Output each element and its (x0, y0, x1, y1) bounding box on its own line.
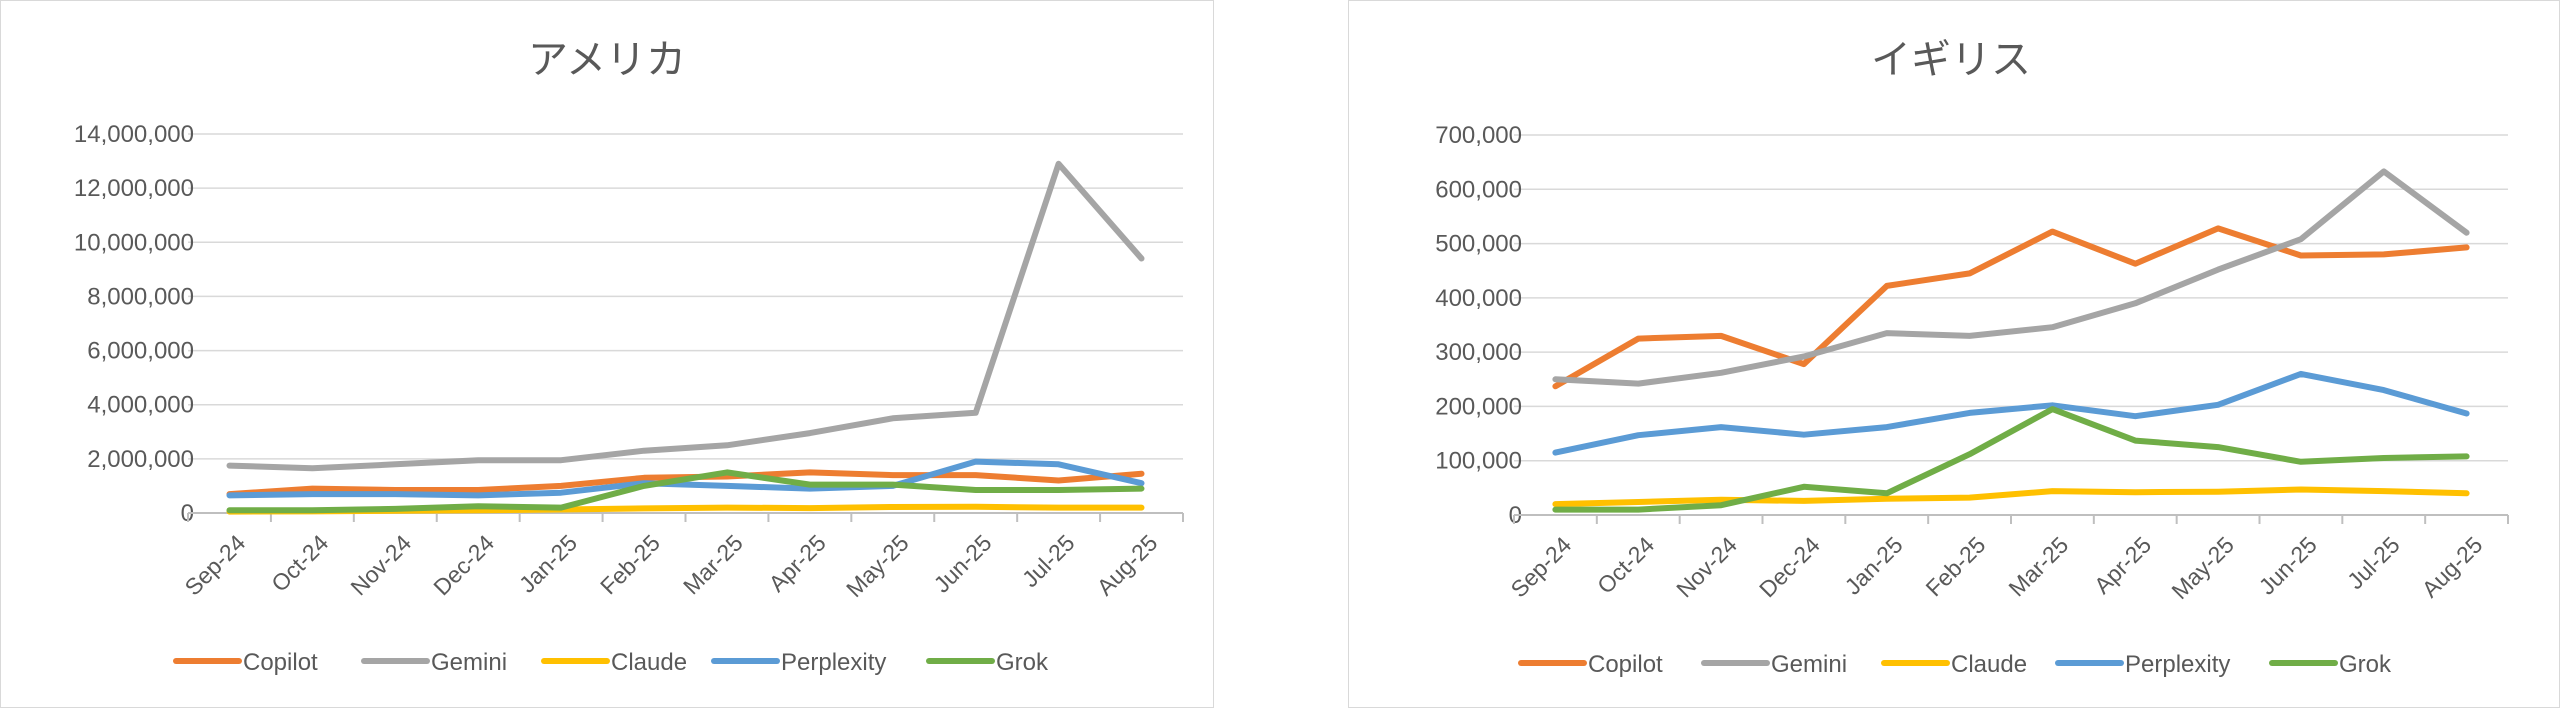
y-tick-label: 600,000 (1435, 176, 1522, 203)
x-tick-label: Dec-24 (428, 529, 499, 600)
y-tick-label: 4,000,000 (87, 392, 194, 419)
x-tick-label: Nov-24 (1671, 531, 1742, 602)
x-tick-label: Jul-25 (2342, 532, 2405, 595)
y-tick-label: 500,000 (1435, 231, 1522, 258)
chart-us: アメリカ02,000,0004,000,0006,000,0008,000,00… (74, 37, 1184, 676)
x-tick-label: Apr-25 (764, 530, 831, 597)
x-tick-label: Aug-25 (2417, 532, 2488, 603)
x-tick-label: Aug-25 (1092, 530, 1163, 601)
y-tick-label: 10,000,000 (74, 229, 194, 256)
x-tick-label: Feb-25 (595, 530, 665, 600)
y-tick-label: 100,000 (1435, 448, 1522, 475)
y-tick-label: 12,000,000 (74, 175, 194, 202)
x-tick-label: Jan-25 (1840, 532, 1908, 600)
series-line-grok (1552, 406, 2470, 513)
y-tick-label: 14,000,000 (74, 121, 194, 148)
series-line-perplexity (226, 458, 1145, 499)
series-line-gemini (226, 160, 1145, 472)
series-line-copilot (1552, 225, 2470, 390)
legend-label-grok: Grok (2339, 651, 2392, 678)
series-line-claude (1552, 486, 2470, 508)
legend-label-grok: Grok (996, 649, 1049, 676)
chart-title: アメリカ (528, 37, 686, 83)
x-tick-label: Sep-24 (1506, 531, 1577, 602)
series-line-gemini (1552, 168, 2470, 387)
legend-label-gemini: Gemini (1771, 651, 1847, 678)
x-tick-label: Apr-25 (2089, 532, 2156, 599)
series-line-perplexity (1552, 370, 2470, 456)
legend-label-copilot: Copilot (243, 649, 318, 676)
x-tick-label: Oct-24 (266, 529, 333, 596)
chart-title: イギリス (1871, 37, 2031, 83)
chart-uk: イギリス0100,000200,000300,000400,000500,000… (1435, 37, 2509, 678)
chart-panel-us: アメリカ02,000,0004,000,0006,000,0008,000,00… (0, 0, 1214, 708)
y-tick-label: 300,000 (1435, 339, 1522, 366)
x-tick-label: May-25 (2166, 532, 2239, 605)
legend-label-perplexity: Perplexity (781, 649, 886, 676)
legend-label-claude: Claude (611, 649, 687, 676)
x-tick-label: Nov-24 (345, 529, 416, 600)
legend-label-perplexity: Perplexity (2125, 651, 2230, 678)
y-tick-label: 200,000 (1435, 393, 1522, 420)
x-tick-label: Jan-25 (514, 530, 582, 598)
y-tick-label: 700,000 (1435, 122, 1522, 149)
x-tick-label: Jun-25 (2254, 532, 2322, 600)
y-tick-label: 8,000,000 (87, 283, 194, 310)
chart-panel-uk: イギリス 0 100,000 200,000 300,000 400,000 500,000… (1348, 0, 2560, 708)
x-tick-label: Feb-25 (1921, 532, 1991, 602)
legend-label-gemini: Gemini (431, 649, 507, 676)
x-tick-label: Jul-25 (1017, 530, 1080, 593)
y-tick-label: 6,000,000 (87, 338, 194, 365)
x-tick-label: May-25 (841, 530, 914, 603)
legend-label-copilot: Copilot (1588, 651, 1663, 678)
x-tick-label: Oct-24 (1592, 531, 1659, 598)
y-tick-label: 2,000,000 (87, 446, 194, 473)
y-tick-label: 400,000 (1435, 285, 1522, 312)
legend-label-claude: Claude (1951, 651, 2027, 678)
series-line-grok (226, 469, 1145, 514)
x-tick-label: Sep-24 (180, 529, 251, 600)
x-tick-label: Mar-25 (678, 530, 748, 600)
x-tick-label: Jun-25 (929, 530, 997, 598)
x-tick-label: Dec-24 (1754, 531, 1825, 602)
x-tick-label: Mar-25 (2003, 532, 2073, 602)
